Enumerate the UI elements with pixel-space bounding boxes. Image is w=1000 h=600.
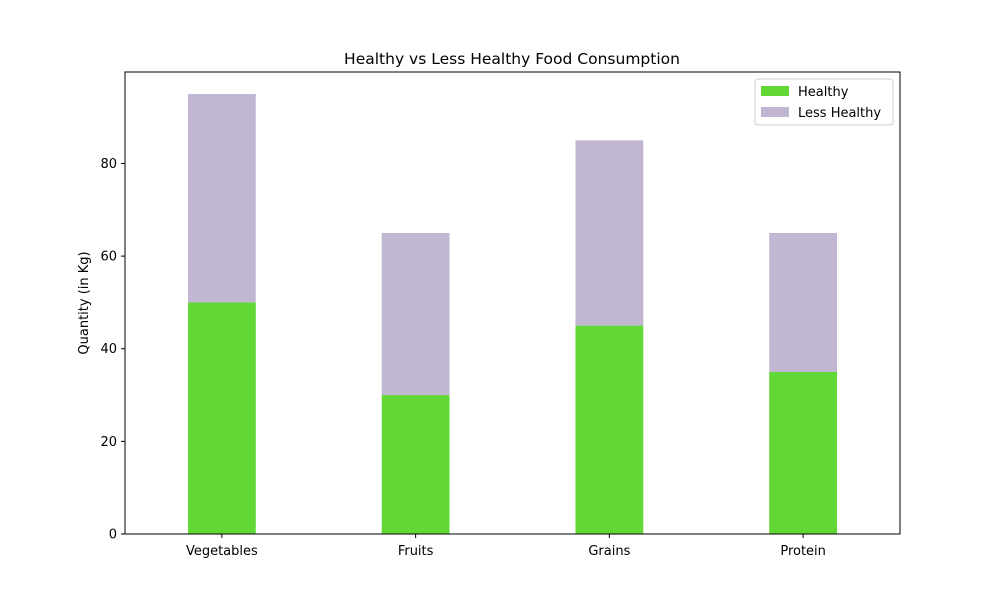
legend-label-less-healthy: Less Healthy — [798, 106, 881, 121]
legend-swatch-less-healthy — [761, 107, 789, 117]
x-tick-label: Grains — [588, 544, 630, 559]
y-tick-label: 40 — [100, 342, 117, 357]
bar-less-healthy-vegetables — [187, 94, 256, 303]
legend-label-healthy: Healthy — [798, 85, 849, 100]
legend-swatch-healthy — [761, 86, 789, 96]
plot-area: Vegetables Fruits Grains Protein 0 20 40 60 80 — [100, 71, 901, 559]
bar-healthy-grains — [575, 325, 644, 534]
bar-less-healthy-protein — [769, 232, 838, 372]
bar-healthy-fruits — [381, 395, 450, 534]
y-tick-label: 80 — [100, 157, 117, 172]
legend-box — [754, 78, 894, 126]
x-tick-label: Vegetables — [186, 544, 258, 559]
y-axis-label: Quantity (in Kg) — [77, 251, 92, 354]
y-tick-label: 0 — [109, 528, 117, 543]
y-tick-label: 20 — [100, 435, 117, 450]
axes-frame — [124, 71, 901, 535]
x-tick-label: Protein — [780, 544, 826, 559]
x-tick-label: Fruits — [398, 544, 434, 559]
bar-less-healthy-grains — [575, 140, 644, 326]
bar-healthy-vegetables — [187, 302, 256, 534]
y-tick-label: 60 — [100, 250, 117, 265]
bar-healthy-protein — [769, 371, 838, 534]
bar-less-healthy-fruits — [381, 232, 450, 396]
legend: Healthy Less Healthy — [754, 78, 894, 126]
chart-title: Healthy vs Less Healthy Food Consumption — [344, 50, 680, 68]
